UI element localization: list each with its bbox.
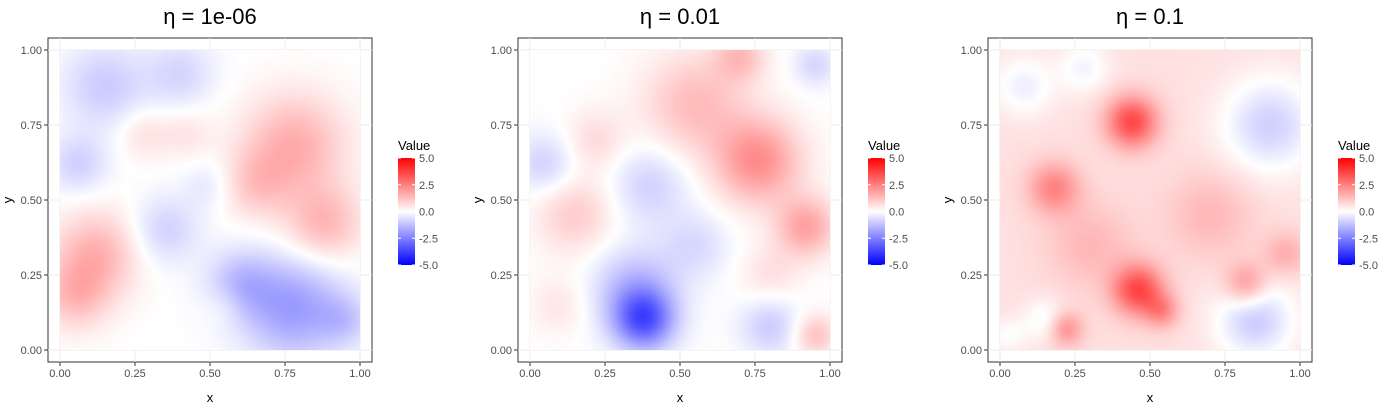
heatmap-raster [530,50,830,350]
y-tick-label: 0.50 [961,195,982,207]
x-tick-label: 1.00 [819,368,840,380]
heatmap-raster [60,50,360,350]
x-tick-label: 0.00 [519,368,540,380]
legend-tick-label: -5.0 [889,260,908,272]
legend-colorbar [398,158,415,265]
x-tick-label: 1.00 [1289,368,1310,380]
y-axis-label: y [940,196,955,203]
x-axis-label: x [1147,390,1154,405]
x-tick-label: 0.50 [199,368,220,380]
x-tick-label: 0.50 [1139,368,1160,380]
chart-title: η = 0.1 [1116,4,1184,29]
x-tick-label: 0.50 [669,368,690,380]
x-tick-label: 0.00 [49,368,70,380]
heatmap-raster [1000,50,1300,350]
y-tick-label: 0.75 [21,120,42,132]
chart-title: η = 0.01 [640,4,720,29]
legend-tick-label: 0.0 [419,207,434,219]
y-tick-label: 0.25 [961,270,982,282]
x-tick-label: 0.00 [989,368,1010,380]
x-tick-label: 0.25 [1064,368,1085,380]
y-tick-label: 0.25 [21,270,42,282]
x-tick-label: 0.75 [744,368,765,380]
legend-colorbar [868,158,885,265]
legend-tick-label: 2.5 [1359,180,1374,192]
legend-colorbar [1338,158,1355,265]
legend-tick-label: 2.5 [889,180,904,192]
panel-2: η = 0.01 0.00 0.25 0.50 0.75 1.00 0.00 0.25 0.50… [470,4,908,405]
y-tick-label: 0.75 [961,120,982,132]
y-tick-label: 1.00 [491,45,512,57]
y-tick-label: 0.00 [491,345,512,357]
y-tick-label: 1.00 [961,45,982,57]
legend-tick-label: -5.0 [1359,260,1378,272]
y-tick-label: 0.00 [21,345,42,357]
x-tick-label: 1.00 [349,368,370,380]
panel-3: η = 0.1 0.00 0.25 0.50 0.75 1.00 0.00 0.25 0.50 0… [940,4,1378,405]
y-tick-label: 0.25 [491,270,512,282]
legend-tick-label: -2.5 [889,233,908,245]
x-axis-label: x [677,390,684,405]
legend-title: Value [868,138,900,153]
legend-tick-label: -2.5 [419,233,438,245]
y-axis-label: y [470,196,485,203]
x-tick-label: 0.75 [1214,368,1235,380]
legend-tick-label: 0.0 [889,207,904,219]
y-axis-label: y [0,196,15,203]
y-tick-label: 0.50 [21,195,42,207]
panel-1: η = 1e-06 0.00 0.25 0.50 0.75 1.00 0.00 0.25 0.5… [0,4,438,405]
y-tick-label: 0.50 [491,195,512,207]
legend-tick-label: -5.0 [419,260,438,272]
legend-tick-label: 5.0 [889,153,904,165]
legend-tick-label: 2.5 [419,180,434,192]
legend-tick-label: 5.0 [419,153,434,165]
x-axis-label: x [207,390,214,405]
y-tick-label: 1.00 [21,45,42,57]
x-tick-label: 0.25 [124,368,145,380]
legend-tick-label: -2.5 [1359,233,1378,245]
y-tick-label: 0.00 [961,345,982,357]
chart-title: η = 1e-06 [163,4,257,29]
legend-tick-label: 5.0 [1359,153,1374,165]
y-tick-label: 0.75 [491,120,512,132]
x-tick-label: 0.75 [274,368,295,380]
legend-title: Value [398,138,430,153]
x-tick-label: 0.25 [594,368,615,380]
legend-title: Value [1338,138,1370,153]
legend-tick-label: 0.0 [1359,207,1374,219]
